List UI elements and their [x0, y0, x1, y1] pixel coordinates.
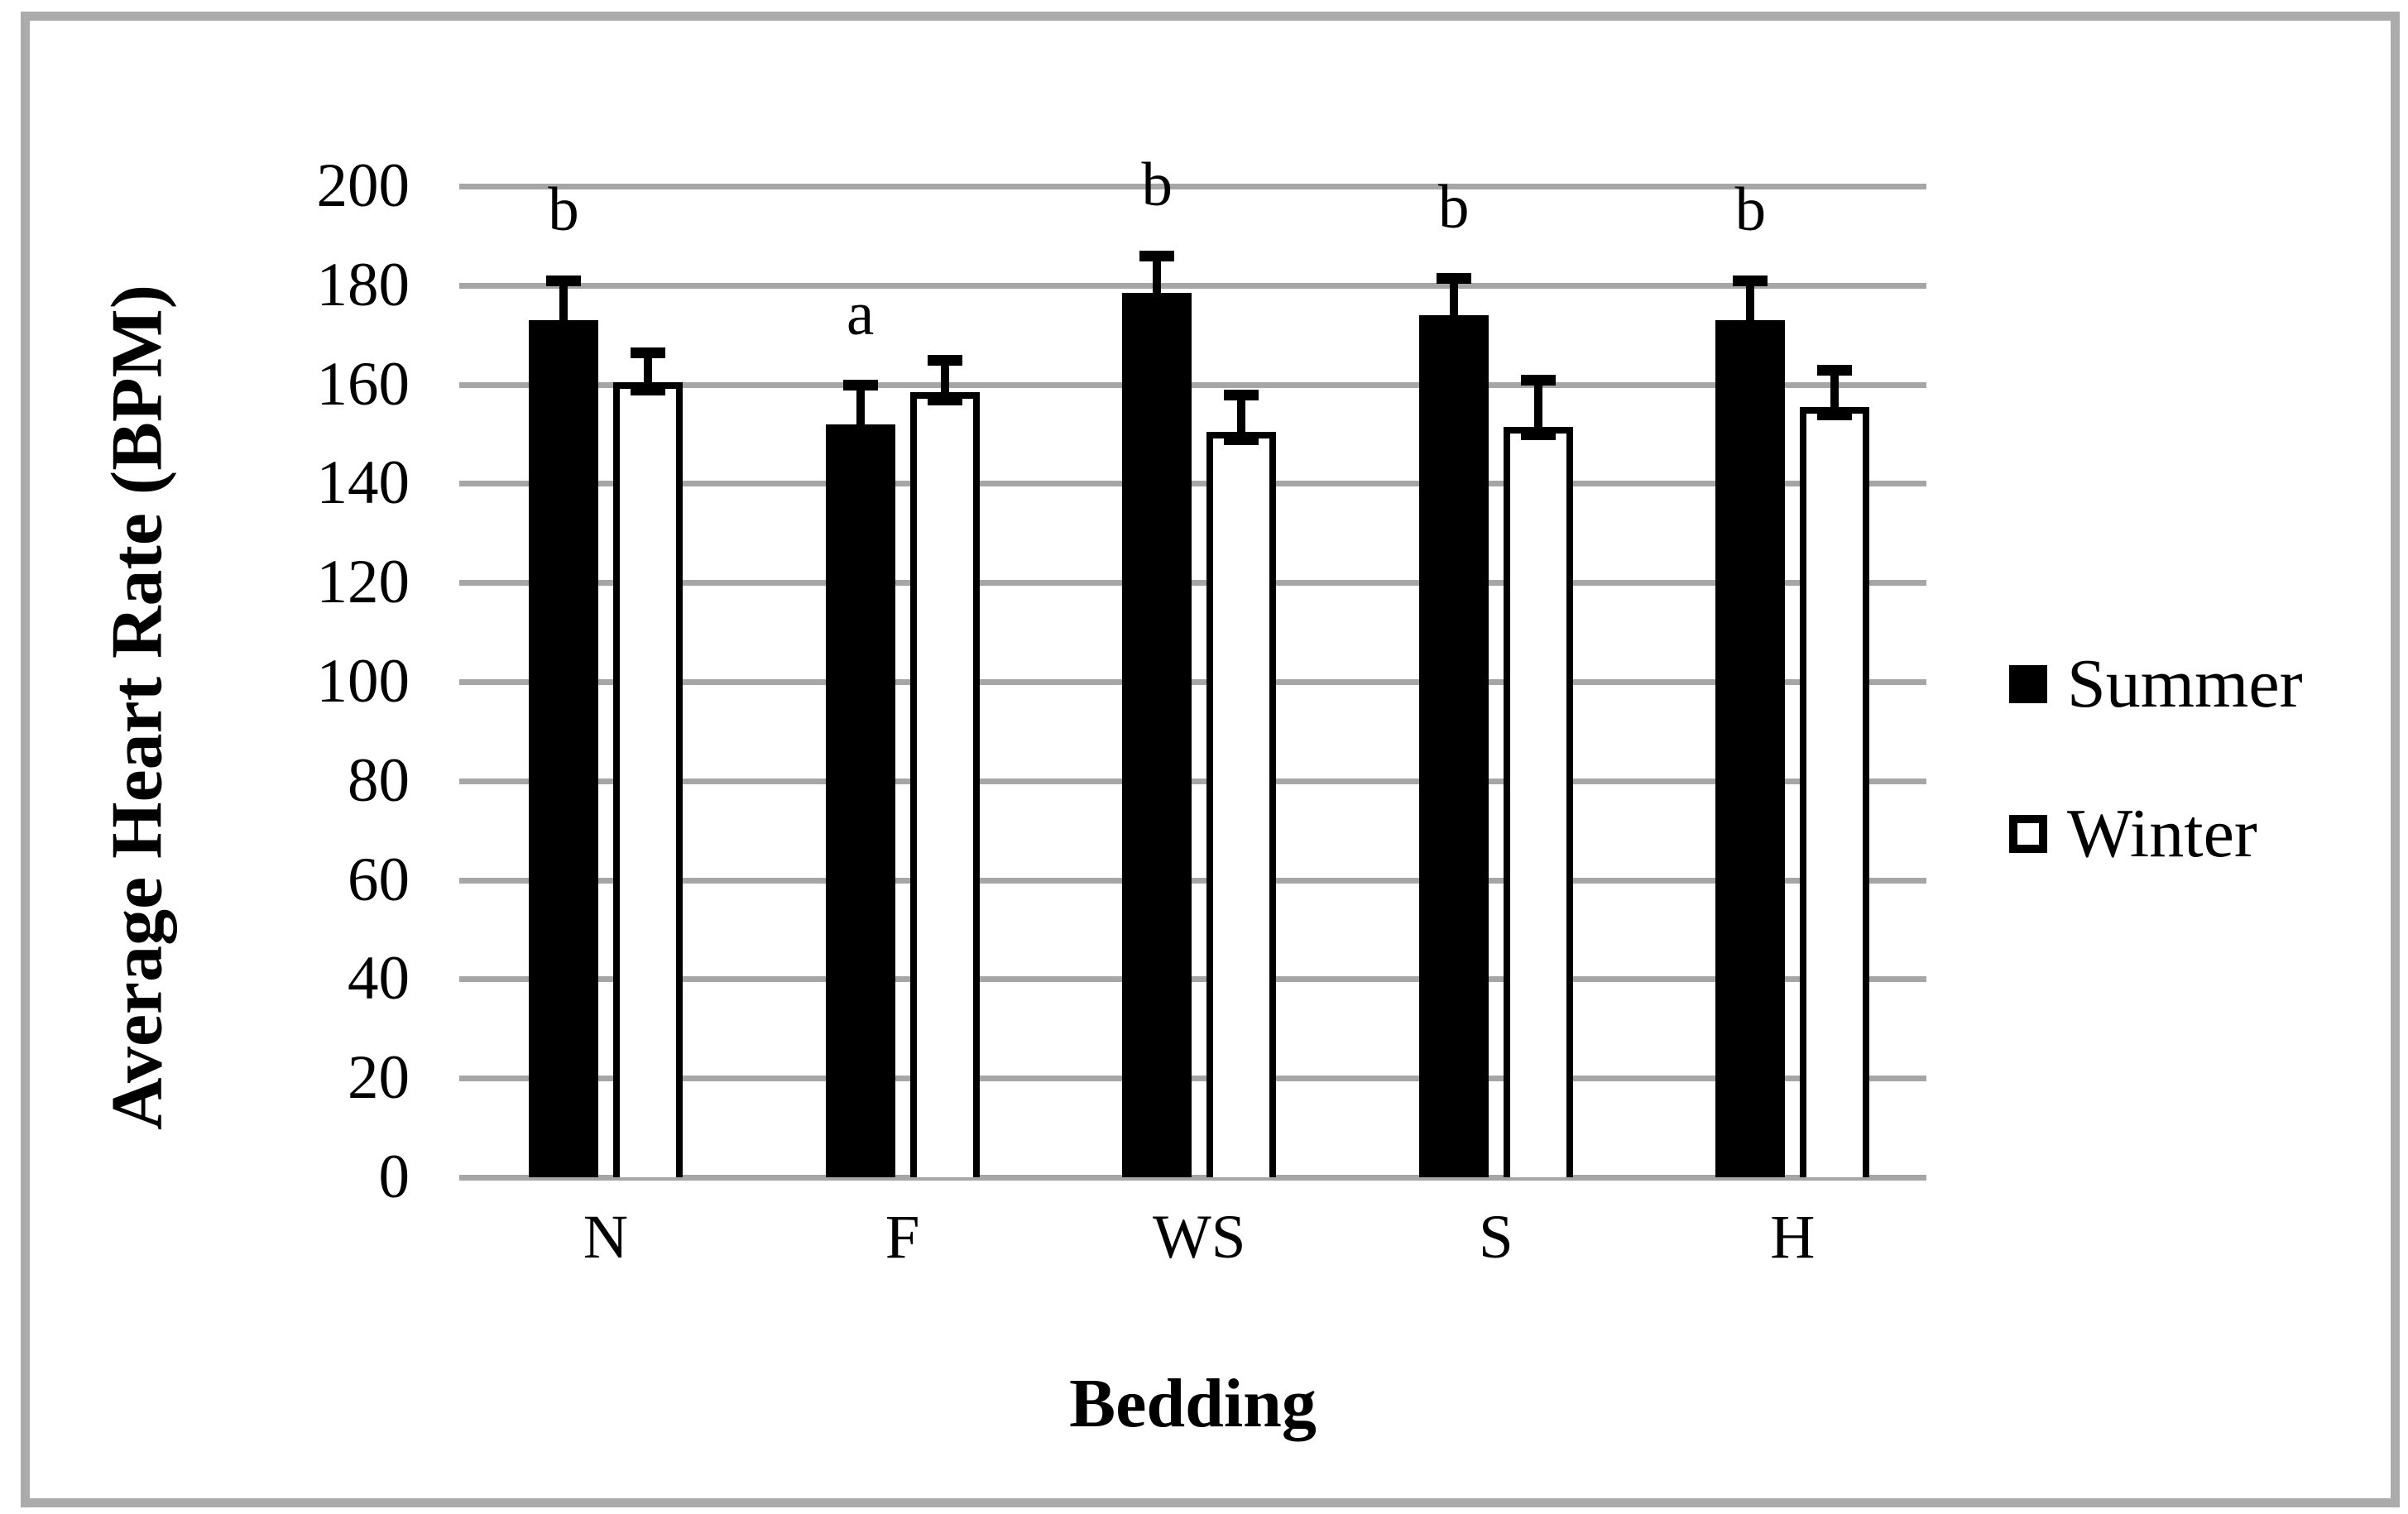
y-tick-label-120: 120: [316, 548, 410, 617]
significance-letter-F: a: [846, 279, 875, 348]
error-bar-stem-summer-WS: [1153, 255, 1162, 301]
error-bar-top-cap-summer-F: [842, 379, 878, 390]
significance-letter-S: b: [1438, 172, 1470, 242]
error-bar-top-cap-winter-WS: [1224, 389, 1259, 400]
error-bar-top-cap-summer-WS: [1139, 250, 1175, 261]
legend-label-summer: Summer: [2067, 645, 2303, 722]
bar-winter-N: [613, 381, 683, 1177]
bar-summer-F: [825, 424, 895, 1177]
legend-entry-summer: Summer: [2009, 644, 2303, 724]
error-bar-stem-summer-N: [559, 280, 568, 328]
error-bar-top-cap-summer-H: [1733, 275, 1768, 286]
x-axis-title: Bedding: [1069, 1365, 1317, 1442]
gridline-y-80: [459, 778, 1926, 784]
gridline-y-60: [459, 877, 1926, 884]
x-category-label-WS: WS: [1152, 1203, 1246, 1272]
y-tick-label-20: 20: [348, 1043, 410, 1113]
bar-summer-S: [1418, 314, 1489, 1177]
bar-winter-H: [1800, 406, 1870, 1177]
y-tick-label-0: 0: [378, 1143, 410, 1211]
error-bar-stem-winter-H: [1830, 369, 1840, 415]
error-bar-top-cap-winter-F: [927, 354, 962, 366]
x-category-label-S: S: [1478, 1203, 1513, 1272]
x-category-label-N: N: [583, 1203, 629, 1272]
x-category-label-H: H: [1770, 1203, 1816, 1272]
gridline-y-120: [459, 580, 1926, 587]
y-tick-label-200: 200: [316, 151, 410, 220]
error-bar-stem-winter-WS: [1237, 394, 1246, 440]
error-bar-bottom-cap-summer-WS: [1139, 295, 1175, 306]
error-bar-top-cap-winter-H: [1817, 364, 1853, 376]
gridline-y-20: [459, 1076, 1926, 1082]
error-bar-stem-winter-N: [644, 352, 652, 390]
error-bar-stem-summer-F: [856, 384, 865, 433]
gridline-y-40: [459, 976, 1926, 983]
summer-swatch-icon: [2009, 664, 2047, 703]
gridline-y-140: [459, 481, 1926, 487]
error-bar-bottom-cap-summer-N: [546, 322, 581, 333]
error-bar-bottom-cap-summer-F: [842, 426, 878, 438]
bar-summer-WS: [1122, 292, 1192, 1177]
bar-winter-WS: [1206, 431, 1277, 1177]
bar-summer-N: [529, 319, 598, 1177]
bar-winter-F: [909, 391, 980, 1177]
error-bar-top-cap-winter-N: [631, 347, 665, 358]
y-tick-label-40: 40: [348, 944, 410, 1013]
error-bar-stem-summer-S: [1449, 277, 1458, 323]
error-bar-stem-winter-F: [940, 359, 949, 400]
y-tick-label-100: 100: [316, 647, 410, 716]
y-tick-label-180: 180: [316, 250, 410, 319]
significance-letter-N: b: [548, 175, 579, 244]
y-tick-label-160: 160: [316, 349, 410, 419]
error-bar-top-cap-summer-N: [546, 275, 581, 286]
winter-swatch-icon: [2009, 814, 2047, 853]
y-tick-label-140: 140: [316, 448, 410, 518]
error-bar-bottom-cap-winter-N: [631, 384, 665, 395]
error-bar-stem-summer-H: [1746, 280, 1755, 328]
error-bar-top-cap-winter-S: [1520, 374, 1556, 386]
error-bar-stem-winter-S: [1533, 379, 1542, 435]
error-bar-bottom-cap-winter-WS: [1224, 434, 1259, 445]
error-bar-bottom-cap-summer-H: [1733, 322, 1768, 333]
error-bar-bottom-cap-winter-H: [1817, 409, 1853, 420]
significance-letter-WS: b: [1141, 150, 1173, 219]
gridline-y-160: [459, 381, 1926, 388]
error-bar-top-cap-summer-S: [1436, 272, 1471, 284]
legend-label-winter: Winter: [2067, 795, 2257, 872]
gridline-y-180: [459, 282, 1926, 289]
x-category-label-F: F: [885, 1203, 920, 1272]
figure-border-frame: [21, 12, 2400, 1507]
significance-letter-H: b: [1734, 175, 1767, 244]
legend-entry-winter: Winter: [2009, 793, 2303, 874]
bar-summer-H: [1715, 319, 1786, 1177]
error-bar-bottom-cap-winter-F: [927, 394, 962, 405]
y-tick-label-60: 60: [348, 845, 410, 914]
error-bar-bottom-cap-winter-S: [1520, 429, 1556, 440]
gridline-y-200: [459, 184, 1926, 189]
bar-winter-S: [1503, 426, 1573, 1177]
gridline-y-100: [459, 679, 1926, 685]
gridline-y-0: [459, 1175, 1926, 1181]
y-tick-label-80: 80: [348, 745, 410, 815]
error-bar-bottom-cap-summer-S: [1436, 317, 1471, 328]
legend: Summer Winter: [2009, 644, 2303, 943]
